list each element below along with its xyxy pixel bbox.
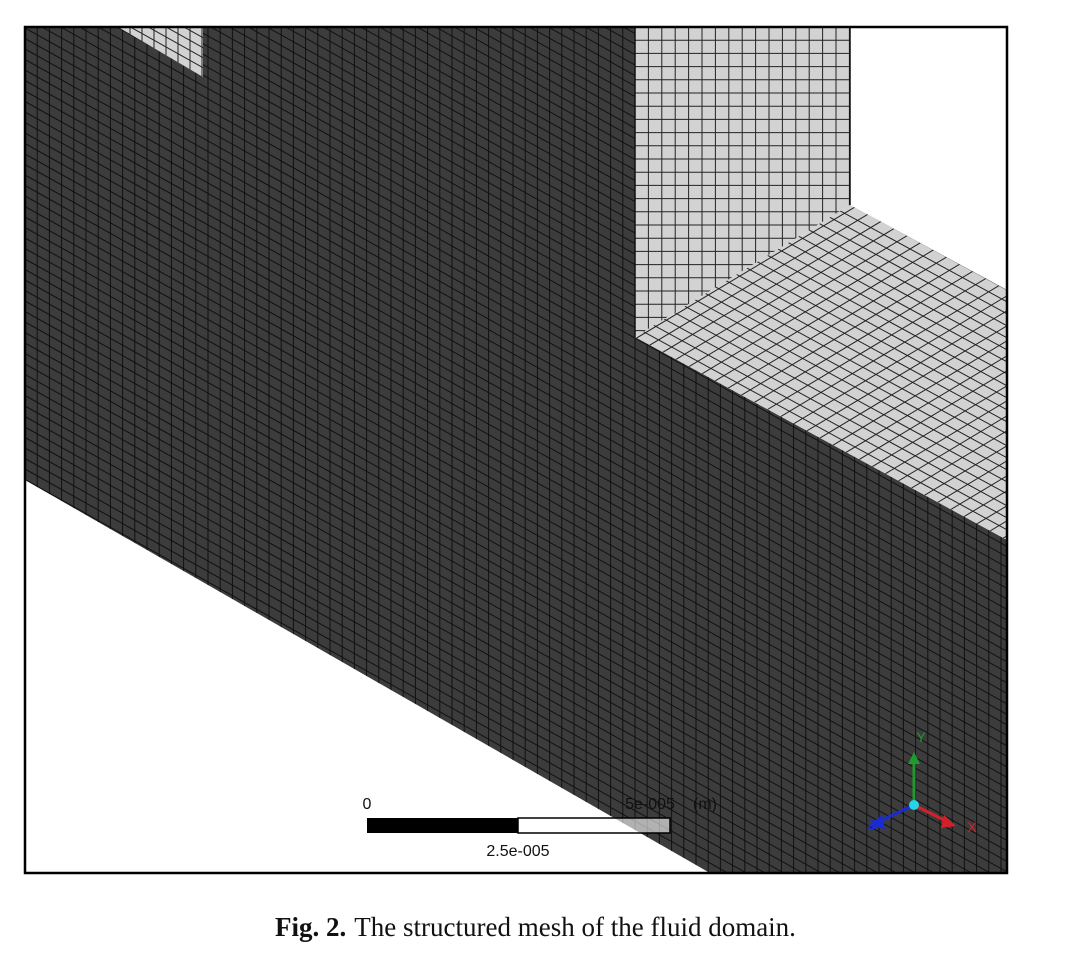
figure-caption: Fig. 2. The structured mesh of the fluid … — [0, 912, 1071, 943]
caption-label: Fig. 2. — [275, 912, 347, 942]
z-arrow-head — [868, 815, 885, 829]
x-arrow-head — [941, 815, 956, 828]
scale-mid-label: 2.5e-005 — [486, 843, 549, 860]
y-arrow-head — [908, 752, 920, 764]
scale-unit-label: (m) — [693, 796, 717, 813]
z-axis-label: Z — [868, 816, 877, 832]
x-axis-arrow — [913, 803, 949, 824]
z-axis-arrow — [877, 803, 915, 824]
y-axis-label: Y — [916, 729, 926, 745]
scale-end-label: 5e-005 — [625, 796, 675, 813]
x-axis-label: X — [967, 819, 977, 835]
scale-zero-label: 0 — [363, 796, 372, 813]
triad-origin — [909, 800, 919, 810]
figure-border — [23, 25, 1009, 875]
caption-text: The structured mesh of the fluid domain. — [354, 912, 796, 942]
scale-bar: 0 2.5e-005 5e-005 (m) — [363, 796, 717, 860]
axis-triad: Y X Z — [868, 729, 978, 835]
